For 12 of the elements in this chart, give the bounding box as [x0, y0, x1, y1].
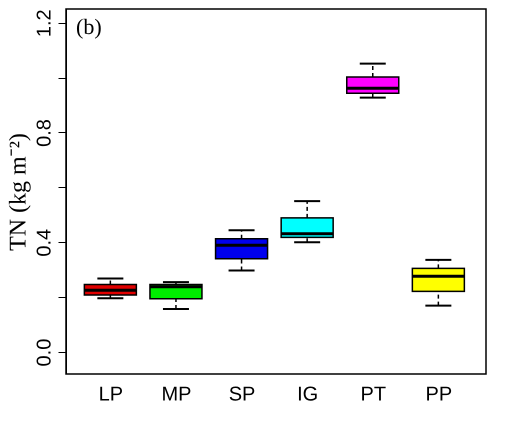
- y-tick-label: 0.4: [34, 228, 56, 257]
- y-tick-label: 0.8: [34, 119, 56, 147]
- y-axis-title: TN (kg m⁻²): [6, 133, 32, 251]
- y-tick-label: 1.2: [34, 9, 56, 38]
- y-tick-label: 0.0: [34, 338, 56, 366]
- x-tick-label: LP: [98, 384, 124, 406]
- x-tick-label: PT: [360, 384, 386, 406]
- x-tick-label: SP: [228, 384, 256, 406]
- x-tick-label: IG: [297, 384, 318, 406]
- annotation: (b): [76, 14, 102, 39]
- x-tick-label: MP: [161, 384, 192, 406]
- x-tick-label: PP: [426, 384, 452, 406]
